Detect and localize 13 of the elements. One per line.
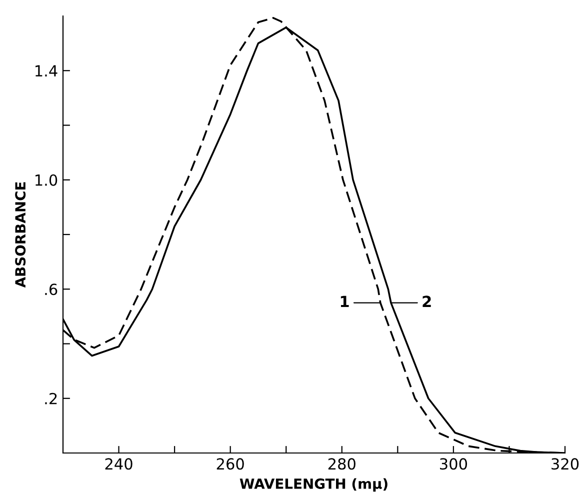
y-tick-label: .6: [45, 284, 58, 296]
y-tick-label: 1.0: [36, 174, 58, 186]
x-tick-label: 320: [552, 458, 579, 470]
x-tick-label: 300: [440, 458, 468, 470]
x-tick-label: 260: [216, 458, 244, 470]
annotation: 1: [340, 296, 349, 307]
x-axis-title: WAVELENGTH (mμ): [240, 478, 388, 492]
y-tick-label: 1.4: [36, 65, 58, 76]
x-tick-label: 240: [105, 458, 132, 470]
annotation: 2: [422, 296, 431, 307]
x-tick-label: 280: [328, 458, 356, 470]
y-axis-title: ABSORBANCE: [15, 182, 26, 288]
y-tick-label: .2: [45, 392, 57, 404]
